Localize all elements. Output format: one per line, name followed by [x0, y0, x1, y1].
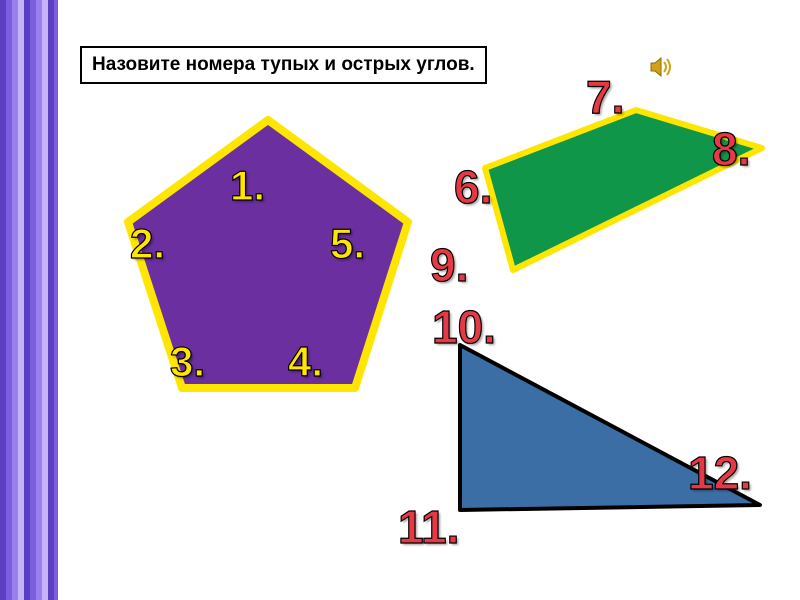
- angle-number-n5: 5.: [330, 220, 365, 268]
- angle-number-n2: 2.: [130, 220, 165, 268]
- angle-number-n12: 12.: [688, 446, 752, 500]
- angle-number-n1: 1.: [230, 162, 265, 210]
- angle-number-n7: 7.: [586, 70, 624, 124]
- angle-number-n4: 4.: [288, 338, 323, 386]
- angle-number-n10: 10.: [432, 300, 496, 354]
- angle-number-n8: 8.: [712, 122, 750, 176]
- angle-number-n11: 11.: [398, 500, 459, 554]
- angle-number-n9: 9.: [430, 238, 468, 292]
- angle-number-n6: 6.: [454, 160, 492, 214]
- angle-number-n3: 3.: [170, 338, 205, 386]
